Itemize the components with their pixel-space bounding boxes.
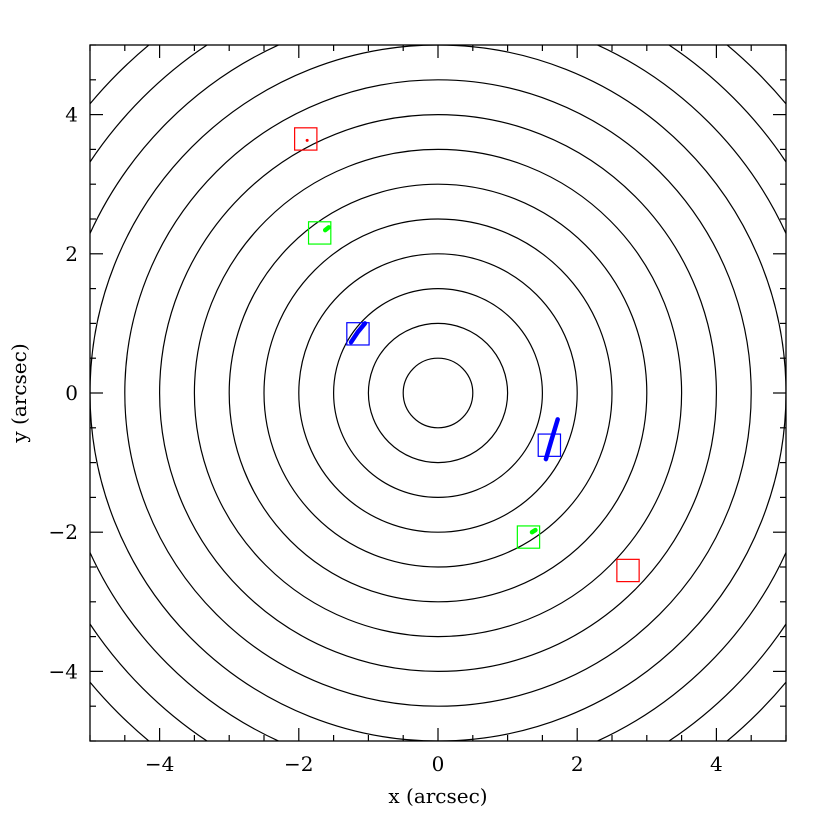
x-tick-label: −2 xyxy=(284,752,313,776)
image-box-1 xyxy=(294,127,318,151)
x-tick-label: 2 xyxy=(571,752,584,776)
tick-label-layer: −4 −2 0 2 4 −4 −2 0 2 4 xyxy=(49,103,723,776)
image-box-3 xyxy=(346,322,370,346)
image-arc-3 xyxy=(322,225,331,233)
image-arc-2 xyxy=(543,417,560,462)
contour-ring-2 xyxy=(367,322,509,464)
image-dot-1 xyxy=(305,138,309,142)
y-tick-label: −4 xyxy=(49,659,78,683)
marker-layer xyxy=(294,127,640,583)
contour-ring-4 xyxy=(298,253,578,533)
y-tick-label: 0 xyxy=(65,381,78,405)
y-tick-label: 2 xyxy=(65,242,78,266)
contour-ring-3 xyxy=(333,288,544,499)
x-axis-label: x (arcsec) xyxy=(388,784,487,808)
image-box-2 xyxy=(307,221,332,245)
image-box-5 xyxy=(516,525,541,549)
contour-ring-11 xyxy=(90,45,786,741)
contour-ring-8 xyxy=(159,114,717,672)
contour-ring-9 xyxy=(124,79,752,707)
y-axis-label: y (arcsec) xyxy=(7,343,31,443)
x-tick-label: 0 xyxy=(432,752,445,776)
x-tick-label: −4 xyxy=(145,752,174,776)
y-tick-label: −2 xyxy=(49,520,78,544)
image-box-4 xyxy=(537,433,562,457)
image-arc-4 xyxy=(529,527,538,535)
y-tick-label: 4 xyxy=(65,103,78,127)
tick-layer xyxy=(89,44,787,742)
image-arc-1 xyxy=(348,321,368,345)
contour-ring-5 xyxy=(263,218,613,568)
contour-ring-1 xyxy=(402,357,474,429)
contour-ring-7 xyxy=(193,148,683,638)
x-tick-label: 4 xyxy=(710,752,723,776)
contour-ring-6 xyxy=(228,183,648,603)
image-box-6 xyxy=(616,558,640,583)
